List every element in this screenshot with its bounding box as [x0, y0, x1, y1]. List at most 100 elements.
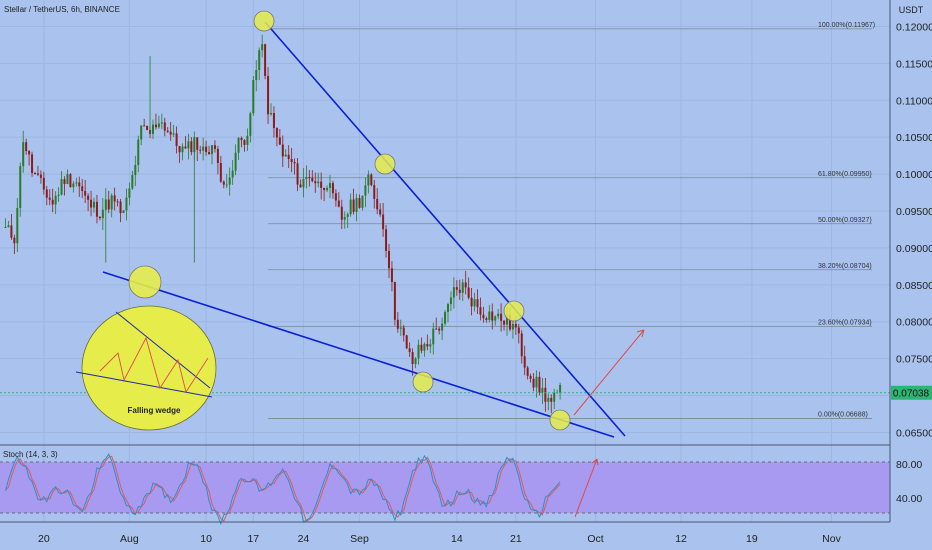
price-axis[interactable]: 0.065000.070000.075000.080000.085000.090… — [889, 0, 932, 550]
candle-body — [34, 173, 36, 175]
candle-body — [261, 44, 264, 51]
fib-level-label: 38.20%(0.08704) — [818, 263, 872, 270]
candle-body — [258, 50, 261, 70]
x-tick-label: 19 — [746, 533, 758, 545]
candle-body — [199, 149, 202, 151]
candle-body — [119, 201, 122, 214]
stoch-y-tick-label: 80.00 — [896, 459, 922, 471]
candle-body — [140, 125, 143, 140]
candle-body — [379, 209, 382, 215]
y-tick-label: 0.12000 — [896, 21, 932, 33]
candle-body — [28, 151, 31, 155]
candle-body — [284, 154, 287, 157]
x-tick-label: 21 — [510, 533, 522, 545]
y-tick-label: 0.11000 — [896, 95, 932, 107]
candle-body — [66, 174, 69, 184]
candle-body — [240, 137, 243, 141]
stoch-title: Stoch (14, 3, 3) — [3, 450, 58, 459]
candle-body — [385, 229, 388, 251]
candle-body — [255, 69, 258, 80]
wedge-lower-trendline — [102, 271, 615, 438]
candle-body — [54, 195, 57, 205]
candle-body — [63, 179, 66, 184]
candle-body — [358, 198, 361, 208]
candle-body — [175, 133, 178, 147]
y-tick-label: 0.10500 — [896, 132, 932, 144]
candle-body — [95, 201, 98, 217]
candle-body — [323, 187, 326, 191]
fib-retracement: 100.00%(0.11967) 61.80%(0.09950) 50.00%(0.… — [268, 22, 875, 419]
y-tick-label: 0.10000 — [896, 169, 932, 181]
candle-body — [376, 198, 379, 210]
candle-body — [467, 287, 470, 298]
candle-body — [157, 123, 160, 128]
candle-body — [163, 122, 166, 131]
candle-body — [399, 327, 402, 329]
candle-body — [337, 200, 340, 207]
touch-point-highlights — [128, 10, 571, 431]
candle-body — [449, 297, 452, 305]
candle-body — [98, 216, 101, 219]
candle-body — [455, 287, 458, 290]
candle-body — [405, 335, 408, 349]
candle-body — [488, 311, 491, 320]
y-tick-label: 0.08500 — [896, 280, 932, 292]
candle-body — [42, 177, 45, 190]
y-tick-label: 0.09000 — [896, 243, 932, 255]
candle-body — [72, 183, 75, 188]
candle-body — [508, 314, 511, 330]
candle-body — [326, 187, 329, 191]
candle-body — [107, 199, 110, 210]
candle-body — [270, 113, 272, 115]
candle-body — [264, 44, 267, 76]
candle-body — [137, 139, 140, 165]
x-tick-label: 14 — [451, 533, 463, 545]
candle-body — [272, 113, 275, 128]
candle-body — [48, 197, 51, 200]
candle-body — [36, 173, 39, 175]
touch-circle — [253, 10, 275, 32]
candle-body — [532, 378, 535, 388]
candle-body — [69, 174, 72, 188]
candle-body — [503, 320, 506, 325]
candle-body — [267, 75, 270, 115]
candle-body — [219, 162, 222, 182]
candle-body — [128, 188, 131, 198]
candle-body — [479, 307, 482, 315]
candle-body — [152, 124, 154, 134]
candle-body — [252, 79, 255, 114]
touch-circle — [374, 153, 396, 175]
candle-body — [234, 152, 237, 171]
candle-body — [172, 133, 175, 135]
candle-body — [101, 209, 104, 219]
fib-level-label: 100.00%(0.11967) — [818, 22, 875, 29]
x-tick-label: Nov — [822, 533, 841, 545]
candle-body — [293, 162, 296, 164]
x-tick-label: 17 — [247, 533, 259, 545]
candle-body — [39, 174, 42, 178]
candle-body — [13, 237, 16, 244]
candle-body — [202, 146, 205, 151]
candle-body — [331, 183, 334, 194]
candle-body — [122, 210, 125, 214]
candle-body — [447, 304, 449, 312]
candle-body — [228, 177, 231, 185]
candle-body — [131, 175, 134, 189]
candle-body — [90, 199, 93, 208]
touch-circle — [549, 409, 571, 431]
candle-body — [51, 199, 54, 205]
stoch-k-line — [5, 453, 561, 526]
candle-body — [317, 181, 320, 184]
candle-body — [211, 145, 213, 155]
candle-body — [529, 375, 532, 379]
candle-body — [60, 179, 63, 195]
candle-body — [352, 199, 355, 212]
wedge-pattern-label: Falling wedge — [128, 406, 181, 415]
candle-body — [181, 146, 184, 153]
stoch-d-line — [5, 455, 561, 523]
candle-body — [143, 125, 146, 127]
y-tick-label: 0.11500 — [896, 58, 932, 70]
candle-body — [237, 137, 240, 153]
time-axis[interactable]: 20 Aug 10 17 24 Sep 14 21 Oct 12 19 Nov — [0, 521, 890, 545]
